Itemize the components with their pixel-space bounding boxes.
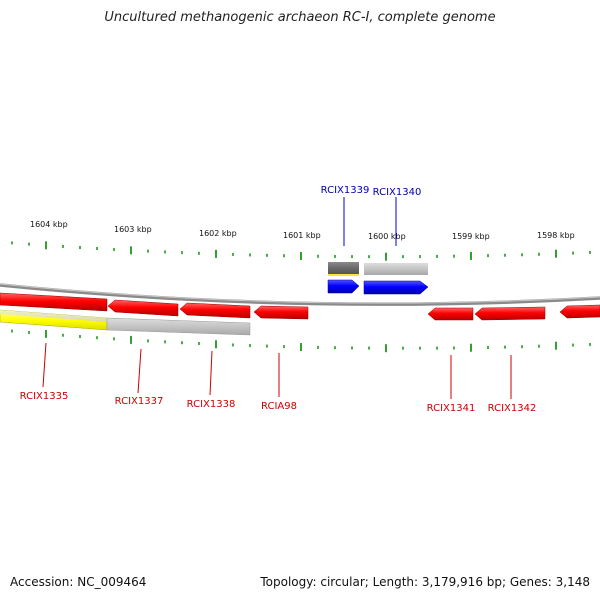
- reverse-gene-track: [0, 292, 600, 321]
- scale-ticks-outer: [11, 241, 591, 261]
- gene-label-rcia98[interactable]: RCIA98: [261, 401, 297, 412]
- gene-arrow-rcix1340[interactable]: [363, 280, 429, 295]
- gene-arrow-rcia98[interactable]: [253, 305, 309, 320]
- forward-gene-track: [327, 279, 429, 295]
- cog-bar: [364, 263, 428, 275]
- cog-bar: [0, 310, 107, 322]
- gene-arrow-rcix1337[interactable]: [107, 299, 179, 317]
- scale-label: 1604 kbp: [30, 220, 68, 229]
- gene-label-rcix1335[interactable]: RCIX1335: [20, 391, 69, 402]
- scale-label: 1602 kbp: [199, 229, 237, 238]
- scale-label: 1600 kbp: [368, 232, 406, 241]
- cog-track: [0, 262, 428, 336]
- gene-label-rcix1337[interactable]: RCIX1337: [115, 396, 164, 407]
- forward-gene-labels: RCIX1339 RCIX1340: [321, 185, 422, 198]
- gene-label-rcix1342[interactable]: RCIX1342: [488, 403, 537, 414]
- gene-arrow-rcix1341[interactable]: [427, 307, 474, 321]
- gene-arrow-rcix1335[interactable]: [0, 292, 108, 312]
- cog-bar: [106, 317, 251, 336]
- gene-arrow-reverse[interactable]: [559, 304, 600, 319]
- gene-label-rcix1339[interactable]: RCIX1339: [321, 185, 370, 196]
- gene-label-rcix1340[interactable]: RCIX1340: [373, 187, 422, 198]
- scale-label: 1601 kbp: [283, 231, 321, 240]
- scale-label: 1603 kbp: [114, 225, 152, 234]
- gene-arrow-rcix1338[interactable]: [179, 302, 251, 319]
- map-title: Uncultured methanogenic archaeon RC-I, c…: [104, 10, 496, 25]
- scale-label: 1599 kbp: [452, 232, 490, 241]
- reverse-gene-labels: RCIX1335 RCIX1337 RCIX1338 RCIA98 RCIX13…: [20, 391, 537, 414]
- genome-summary-text: Topology: circular; Length: 3,179,916 bp…: [260, 575, 590, 589]
- accession-text: Accession: NC_009464: [10, 575, 147, 589]
- cog-bar: [328, 262, 359, 274]
- genome-backbone: [0, 283, 600, 306]
- gene-arrow-rcix1342[interactable]: [474, 306, 546, 321]
- label-leaders: [42, 197, 512, 399]
- scale-label: 1598 kbp: [537, 231, 575, 240]
- gene-arrow-rcix1339[interactable]: [327, 279, 360, 294]
- scale-ticks-inner: [11, 329, 591, 353]
- gene-label-rcix1338[interactable]: RCIX1338: [187, 399, 236, 410]
- gene-label-rcix1341[interactable]: RCIX1341: [427, 403, 476, 414]
- scale-labels: 1604 kbp 1603 kbp 1602 kbp 1601 kbp 1600…: [30, 220, 575, 241]
